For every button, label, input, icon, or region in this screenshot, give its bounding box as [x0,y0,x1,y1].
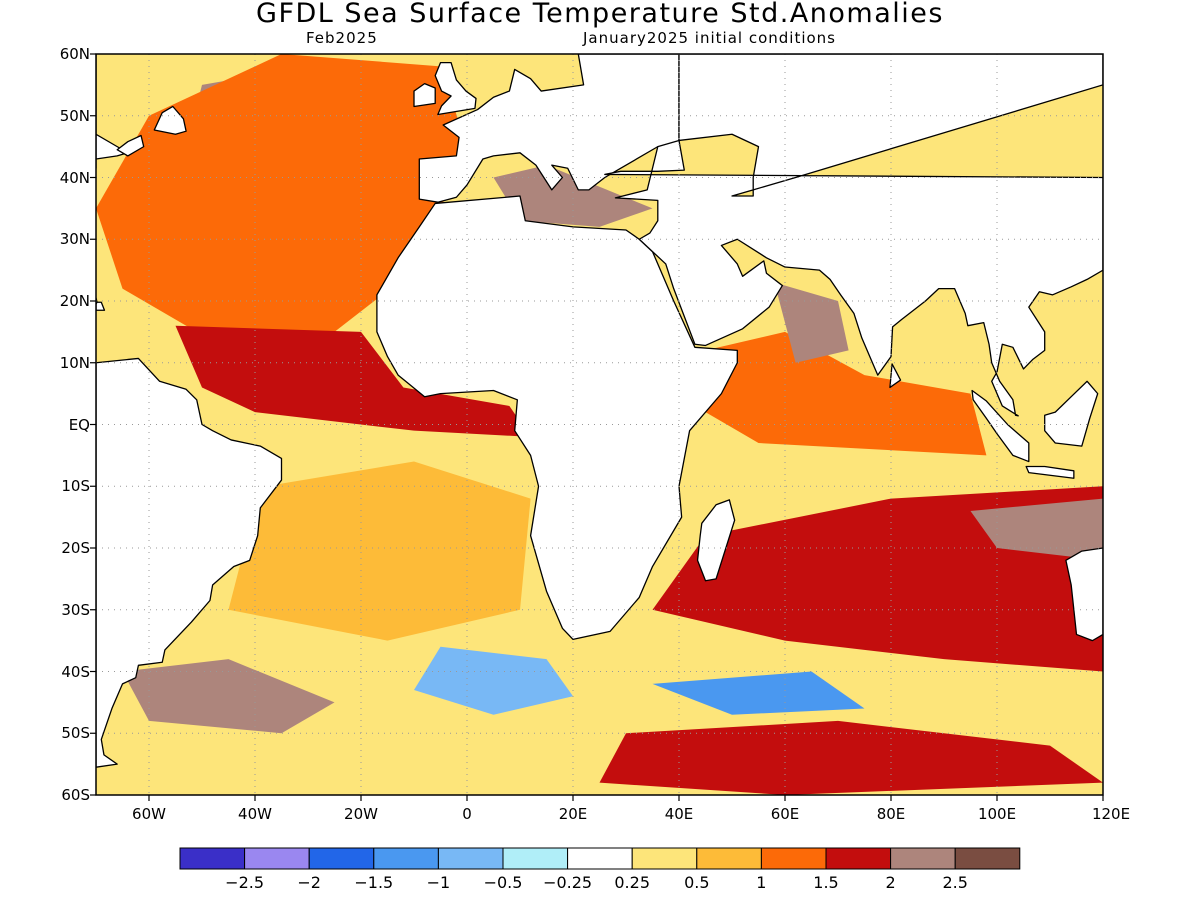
anomaly-region-arabian-sea-warm [774,282,849,363]
lat-label: 30S [61,600,90,619]
colorbar-label: 0.25 [614,873,650,892]
colorbar-label: 0.5 [684,873,710,892]
borneo-land [1044,380,1099,447]
colorbar-swatch [437,847,504,870]
lat-label: 60S [61,786,90,804]
europe-land [418,54,680,203]
lon-label: 40W [238,805,272,823]
colorbar-label: 1 [756,873,767,892]
lat-label: 20S [61,539,90,557]
lat-label: 50S [61,724,90,743]
lat-label: 10S [61,477,90,496]
anomaly-region-south-atlantic-cool [414,646,573,715]
anomaly-region-indian-ocean-core [970,498,1103,561]
anomaly-region-south-atlantic-mild [228,461,531,641]
colorbar-swatch [308,847,375,870]
colorbar-swatch [954,847,1021,870]
lat-label: 20N [59,292,90,310]
nova-scotia-land [116,134,145,157]
newfoundland-land [153,105,187,135]
south-america-land [96,357,283,768]
lat-label: 60N [59,45,90,63]
colorbar-label: 1.5 [813,873,839,892]
anomaly-region-southern-ocean-warm [122,659,335,734]
map-title: GFDL Sea Surface Temperature Std.Anomali… [256,0,944,29]
anomaly-region-southern-ocean-east [599,720,1103,795]
colorbar-swatch [825,847,892,870]
colorbar-label: 2 [885,873,896,892]
lat-label: 30N [59,230,90,249]
lon-label: 20E [558,805,588,823]
lon-label: 60E [770,805,800,823]
lat-label: EQ [68,415,90,434]
lon-label: 20W [344,805,378,823]
colorbar-label: −2 [297,873,321,892]
lat-label: 40N [59,168,90,187]
lon-label: 60W [132,805,166,823]
colorbar-swatch [890,847,956,870]
anomaly-region-indian-north-warm [705,331,987,456]
colorbar-swatch [567,847,633,870]
initial-conditions: January2025 initial conditions [583,29,836,47]
anomaly-region-mediterranean-warm [493,165,653,227]
asia-land [604,54,1103,417]
colorbar-swatch [631,847,698,870]
colorbar-swatch [696,847,762,870]
sri-lanka-land [889,363,902,389]
colorbar-label: 2.5 [942,873,968,892]
colorbar-label: −1 [426,873,451,892]
madagascar-land [696,499,736,582]
lat-label: 10N [59,353,90,372]
anomaly-region-north-atlantic-ring [96,54,467,351]
colorbar-label: −1.5 [354,873,394,892]
ireland-land [413,82,436,108]
colorbar-label: −0.5 [483,873,523,892]
colorbar-swatch [373,847,439,870]
colorbar-label: −2.5 [225,873,265,892]
caribbean-land [96,301,106,311]
lon-label: 0 [462,805,472,823]
uk-land [434,61,477,116]
colorbar-label: −0.25 [543,873,593,892]
lat-label: 50N [59,106,90,125]
colorbar-swatch [179,847,246,870]
lat-label: 40S [61,662,90,681]
colorbar-swatch [244,847,310,870]
colorbar-swatch [760,847,827,870]
lon-label: 120E [1091,805,1131,823]
lon-label: 80E [876,805,906,823]
lon-label: 100E [977,805,1017,823]
lon-label: 40E [664,805,694,823]
sumatra-land [971,389,1030,463]
java-land [1025,465,1075,479]
anomaly-region-indian-cool [652,671,865,715]
anomaly-region-tropical-atlantic-warm [175,325,531,437]
australia-land [1065,547,1103,642]
colorbar-swatch [502,847,569,870]
forecast-month: Feb2025 [306,29,378,47]
